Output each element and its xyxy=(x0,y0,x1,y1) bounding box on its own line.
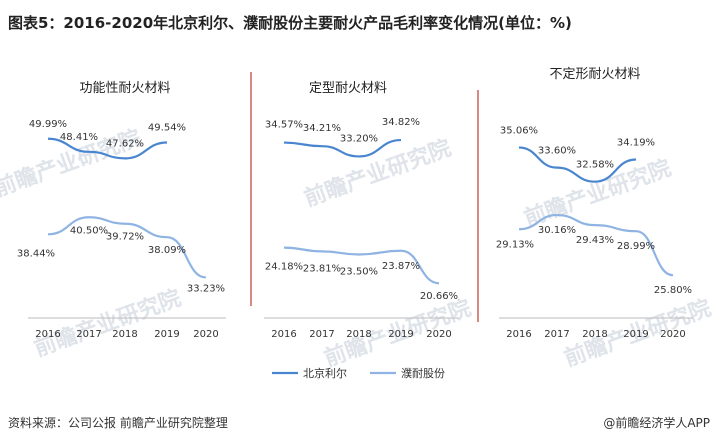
data-label: 34.21% xyxy=(303,123,341,134)
data-label: 33.23% xyxy=(187,283,225,294)
data-label: 47.62% xyxy=(106,138,144,149)
series-line-beijing-lier xyxy=(518,146,637,183)
x-tick-label: 2017 xyxy=(544,329,569,340)
data-label: 23.87% xyxy=(382,261,420,272)
series-line-puna xyxy=(283,246,440,285)
x-tick-label: 2019 xyxy=(623,329,648,340)
data-label: 38.09% xyxy=(148,245,186,256)
data-label: 30.16% xyxy=(538,225,576,236)
x-tick-label: 2019 xyxy=(388,329,413,340)
data-label: 20.66% xyxy=(420,291,458,302)
panel-title: 不定形耐火材料 xyxy=(549,67,640,82)
data-label: 49.99% xyxy=(29,119,67,130)
series-line-puna xyxy=(47,216,207,279)
panel-title: 功能性耐火材料 xyxy=(79,81,170,96)
x-tick-label: 2017 xyxy=(76,329,101,340)
series-line-beijing-lier xyxy=(283,138,402,158)
data-label: 49.54% xyxy=(148,122,186,133)
x-tick-label: 2016 xyxy=(35,329,60,340)
series-line-puna xyxy=(518,213,674,277)
data-label: 32.58% xyxy=(576,160,614,171)
data-label: 34.19% xyxy=(617,138,655,149)
data-label: 23.50% xyxy=(340,267,378,278)
data-label: 39.72% xyxy=(106,232,144,243)
data-label: 24.18% xyxy=(265,262,303,273)
x-tick-label: 2018 xyxy=(582,329,607,340)
legend: 北京利尔 濮耐股份 xyxy=(272,366,445,380)
data-label: 34.82% xyxy=(382,117,420,128)
chart-title: 图表5：2016-2020年北京利尔、濮耐股份主要耐火产品毛利率变化情况(单位：… xyxy=(8,14,572,32)
watermark-3: 前瞻产业研究院 xyxy=(31,285,185,362)
data-label: 29.13% xyxy=(496,239,534,250)
data-label: 34.57% xyxy=(265,120,303,131)
panel-2: 定型耐火材料 2016 2017 2018 2019 2020 34.57% 34.21%33… xyxy=(264,81,459,340)
brand-credit: @前瞻经济学人APP xyxy=(603,416,710,430)
chart-panels: 功能性耐火材料 2016 2017 2018 2019 2020 49.99% 48.41% 4… xyxy=(17,67,693,340)
data-label: 38.44% xyxy=(17,248,55,259)
source-note: 资料来源：公司公报 前瞻产业研究院整理 xyxy=(8,416,228,430)
x-tick-label: 2020 xyxy=(426,329,451,340)
panel-title: 定型耐火材料 xyxy=(309,81,387,96)
panel-1: 功能性耐火材料 2016 2017 2018 2019 2020 49.99% 48.41% 4… xyxy=(17,81,226,340)
series-line-beijing-lier xyxy=(47,137,168,160)
legend-label: 北京利尔 xyxy=(303,366,347,380)
x-tick-label: 2020 xyxy=(193,329,218,340)
data-label: 48.41% xyxy=(60,132,98,143)
data-label: 23.81% xyxy=(303,263,341,274)
x-tick-label: 2018 xyxy=(112,329,137,340)
data-label: 28.99% xyxy=(617,241,655,252)
x-tick-label: 2017 xyxy=(309,329,334,340)
data-label: 35.06% xyxy=(500,126,538,137)
data-label: 25.80% xyxy=(654,285,692,296)
data-label: 33.60% xyxy=(538,146,576,157)
x-tick-label: 2018 xyxy=(346,329,371,340)
x-tick-label: 2016 xyxy=(271,329,296,340)
x-tick-label: 2020 xyxy=(660,329,685,340)
x-tick-label: 2016 xyxy=(506,329,531,340)
legend-label: 濮耐股份 xyxy=(401,366,445,380)
x-tick-label: 2019 xyxy=(154,329,179,340)
data-label: 29.43% xyxy=(576,235,614,246)
data-label: 40.50% xyxy=(70,225,108,236)
data-label: 33.20% xyxy=(340,133,378,144)
